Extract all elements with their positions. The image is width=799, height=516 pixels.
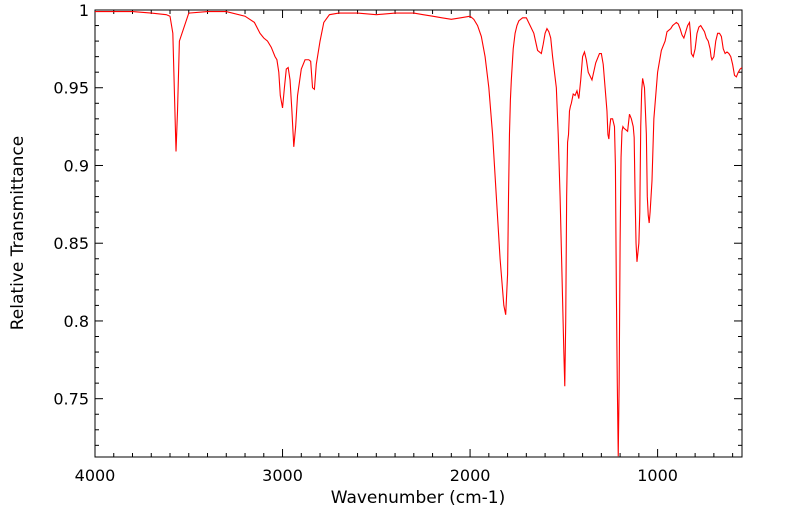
x-tick-label: 2000 [450, 466, 491, 485]
y-tick-label: 0.75 [53, 390, 89, 409]
x-tick-label: 1000 [637, 466, 678, 485]
y-axis-label: Relative Transmittance [8, 136, 28, 331]
axis-ticks [94, 9, 742, 457]
x-axis-label: Wavenumber (cm-1) [331, 488, 506, 508]
x-tick-label: 4000 [75, 466, 116, 485]
y-tick-label: 0.95 [53, 79, 89, 98]
y-tick-label: 0.9 [64, 156, 89, 175]
x-tick-label: 3000 [262, 466, 303, 485]
y-tick-label: 1 [79, 1, 89, 20]
spectrum-line [95, 11, 742, 457]
plot-area [94, 9, 743, 458]
y-tick-label: 0.85 [53, 234, 89, 253]
y-tick-labels: 0.75 0.8 0.85 0.9 0.95 1 [53, 1, 89, 409]
x-tick-labels: 4000 3000 2000 1000 [75, 466, 678, 485]
y-tick-label: 0.8 [64, 312, 89, 331]
